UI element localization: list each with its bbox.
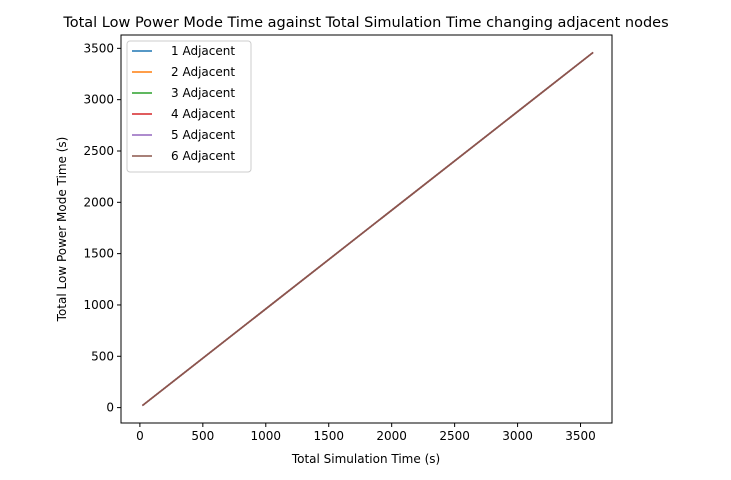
y-tick-label: 500 (91, 349, 114, 363)
legend-label: 4 Adjacent (171, 107, 235, 121)
legend-box (126, 40, 252, 173)
y-tick-label: 1000 (83, 298, 114, 312)
legend-label: 1 Adjacent (171, 44, 235, 58)
series-lines (141, 51, 594, 407)
y-tick-label: 2500 (83, 144, 114, 158)
y-tick-label: 3500 (83, 41, 114, 55)
x-axis-label: Total Simulation Time (s) (291, 452, 440, 466)
chart-title: Total Low Power Mode Time against Total … (62, 15, 668, 31)
legend-label: 5 Adjacent (171, 128, 235, 142)
legend-label: 6 Adjacent (171, 149, 235, 163)
x-tick-label: 3500 (565, 429, 596, 443)
legend: 1 Adjacent 2 Adjacent 3 Adjacent 4 Adjacent… (126, 40, 252, 173)
y-tick-label: 3000 (83, 93, 114, 107)
x-tick-label: 1000 (251, 429, 282, 443)
x-tick-label: 500 (191, 429, 214, 443)
legend-label: 2 Adjacent (171, 65, 235, 79)
x-tick-label: 2000 (376, 429, 407, 443)
series-line (141, 51, 594, 407)
x-axis: 0 500 1000 1500 2000 2500 3000 3500 (136, 423, 596, 443)
y-tick-label: 0 (106, 401, 114, 415)
y-axis: 0 500 1000 1500 2000 2500 3000 3500 (83, 41, 121, 415)
legend-label: 3 Adjacent (171, 86, 235, 100)
y-tick-label: 2000 (83, 195, 114, 209)
x-tick-label: 2500 (439, 429, 470, 443)
y-axis-label: Total Low Power Mode Time (s) (55, 137, 69, 323)
x-tick-label: 1500 (313, 429, 344, 443)
y-tick-label: 1500 (83, 247, 114, 261)
x-tick-label: 0 (136, 429, 144, 443)
x-tick-label: 3000 (502, 429, 533, 443)
